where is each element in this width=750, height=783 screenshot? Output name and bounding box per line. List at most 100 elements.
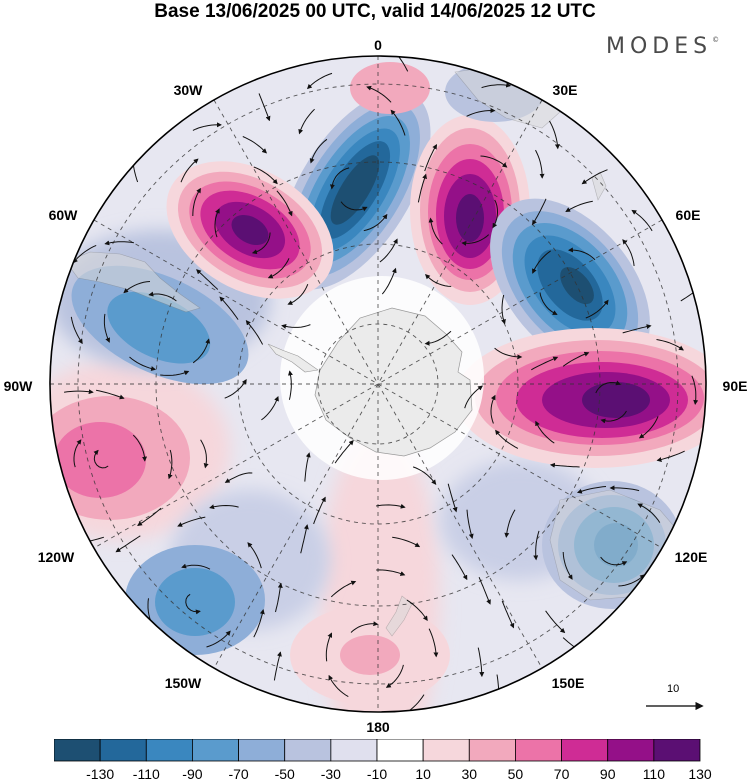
wind-streamline	[273, 651, 282, 681]
wind-streamline	[535, 149, 545, 179]
anomaly-high-north	[350, 62, 430, 114]
wind-streamline	[185, 593, 201, 615]
wind-streamline	[477, 647, 485, 678]
wind-streamline	[656, 450, 685, 462]
wind-streamline	[595, 380, 621, 394]
wind-streamline	[298, 108, 315, 135]
colorbar-swatch	[54, 739, 101, 762]
wind-streamline	[565, 200, 593, 213]
wind-streamline	[224, 472, 253, 483]
wind-streamline	[376, 503, 406, 509]
colorbar-swatch	[515, 739, 562, 762]
wind-streamline	[325, 632, 333, 662]
colorbar-tick-label: 10	[415, 766, 431, 782]
wind-streamline	[656, 339, 684, 351]
wind-streamline	[192, 338, 211, 364]
wind-streamline	[288, 370, 293, 400]
wind-streamline	[247, 542, 262, 569]
wind-streamline	[490, 394, 496, 424]
wind-streamline	[618, 574, 646, 587]
wind-streamline	[466, 509, 474, 539]
wind-streamline	[535, 420, 555, 444]
colorbar-tick-label: -90	[182, 766, 202, 782]
wind-streamline	[281, 324, 311, 329]
wind-streamline	[160, 370, 190, 376]
wind-streamline	[532, 198, 547, 226]
colorbar-tick-label: -30	[321, 766, 341, 782]
map-title: Base 13/06/2025 00 UTC, valid 14/06/2025…	[154, 1, 596, 22]
wind-streamline	[258, 93, 271, 122]
lon-label-150e: 150E	[552, 675, 585, 691]
graticule	[50, 56, 706, 712]
wind-streamline	[390, 56, 409, 72]
wind-streamline	[533, 530, 540, 561]
wind-streamline	[447, 483, 458, 513]
wind-streamline	[300, 524, 309, 554]
wind-streamline	[412, 466, 437, 485]
wind-streamline	[129, 356, 157, 371]
wind-streamline	[224, 379, 247, 399]
wind-streamline	[209, 504, 239, 510]
anomaly-high-100w	[50, 396, 190, 520]
wind-streamline	[406, 599, 428, 622]
wind-streamline	[196, 269, 219, 290]
lon-label-120w: 120W	[38, 549, 75, 565]
wind-streamline	[245, 320, 264, 345]
lon-label-90e: 90E	[723, 378, 748, 394]
colorbar-tick-label: -110	[133, 766, 160, 782]
colorbar-swatch	[284, 739, 332, 762]
wind-streamline	[381, 267, 397, 295]
wind-streamline	[562, 551, 573, 580]
colorbar-swatch	[468, 739, 516, 762]
wind-streamline	[261, 395, 279, 421]
wind-streamline	[219, 296, 239, 320]
wind-streamline	[638, 416, 659, 439]
wind-streamline	[622, 239, 635, 267]
colorbar: -130 -110 -90 -70 -50 -30 -10 10 30 50 70 90 110 130	[54, 739, 712, 782]
lon-label-150w: 150W	[165, 675, 202, 691]
wind-streamline	[501, 294, 506, 325]
map-border	[49, 55, 707, 713]
lon-label-30w: 30W	[174, 82, 204, 98]
wind-streamline	[350, 621, 379, 633]
wind-streamline	[304, 452, 311, 482]
south-america-landmass	[65, 251, 201, 313]
colorbar-tick-label: 130	[688, 766, 712, 782]
lon-label-60e: 60E	[676, 207, 701, 223]
wind-streamline	[104, 240, 134, 246]
wind-streamline	[501, 600, 515, 629]
wind-streamline	[567, 247, 596, 261]
colorbar-swatch	[330, 739, 378, 762]
wind-streamline	[466, 107, 496, 117]
wind-streamline	[576, 486, 607, 494]
wind-streamline	[581, 169, 608, 185]
colorbar-swatch	[145, 739, 193, 762]
wind-streamline	[464, 385, 484, 409]
wind-streamline	[251, 232, 271, 255]
wind-streamline	[424, 273, 452, 287]
wind-streamline	[306, 72, 333, 90]
wind-streamline	[549, 120, 560, 150]
lon-label-0: 0	[374, 37, 382, 53]
wind-streamline	[267, 258, 290, 279]
lon-label-180: 180	[366, 719, 390, 735]
colorbar-tick-label: -50	[275, 766, 295, 782]
wind-streamline	[428, 217, 443, 245]
wind-streamline	[376, 569, 406, 576]
lon-label-90w: 90W	[4, 378, 34, 394]
wind-streamline	[539, 292, 558, 315]
colorbar-swatch	[99, 739, 147, 762]
anomaly-high-45w	[166, 161, 334, 299]
modes-logo: MODES©	[606, 34, 720, 59]
colorbar-swatches	[54, 739, 701, 762]
colorbar-swatch	[238, 739, 286, 762]
colorbar-tick-label: 90	[600, 766, 616, 782]
wind-streamline	[309, 138, 328, 164]
wind-streamline	[545, 610, 566, 634]
wind-streamline	[103, 313, 110, 343]
wind-streamline	[637, 503, 661, 523]
wind-streamline	[363, 213, 388, 232]
wind-streamline	[600, 410, 627, 424]
wind-streamlines	[64, 56, 705, 712]
